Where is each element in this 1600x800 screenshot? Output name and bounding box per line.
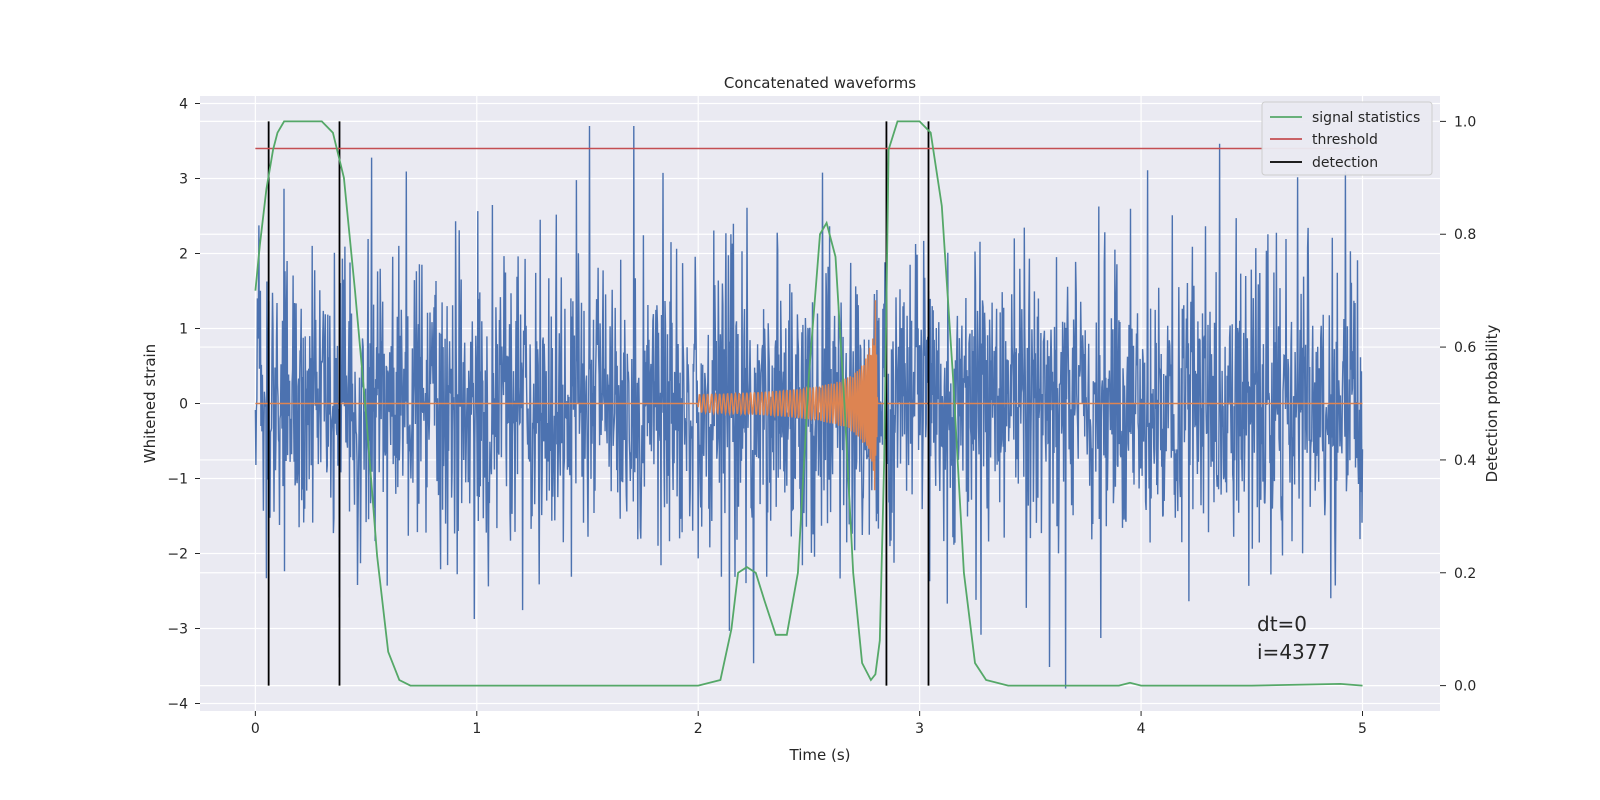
detections [267, 121, 930, 686]
x-tick-label: 4 [1137, 721, 1146, 737]
y-tick-label: 0 [179, 397, 188, 413]
plot-area [254, 120, 1364, 689]
x-tick-label: 3 [915, 721, 924, 737]
legend-label-threshold: threshold [1312, 132, 1378, 148]
y2-tick-label: 0.2 [1454, 566, 1476, 582]
y-tick-label: 4 [179, 97, 188, 113]
annotation-index: i=4377 [1257, 640, 1330, 664]
y2-tick-label: 0.0 [1454, 679, 1476, 695]
legend-label-signal-statistics: signal statistics [1312, 110, 1420, 126]
y-tick-label: −3 [167, 622, 188, 638]
chart-title: Concatenated waveforms [724, 74, 916, 92]
annotation-dt: dt=0 [1257, 612, 1307, 636]
y2-tick-label: 1.0 [1454, 114, 1476, 130]
x-tick-label: 5 [1358, 721, 1367, 737]
legend-label-detection: detection [1312, 155, 1378, 171]
x-tick-label: 1 [472, 721, 481, 737]
y-tick-label: −1 [167, 472, 188, 488]
x-tick-label: 0 [251, 721, 260, 737]
signal-statistics-series [254, 120, 1363, 687]
x-axis-label: Time (s) [789, 746, 851, 764]
strain-noise-series [254, 125, 1364, 689]
x-tick-label: 2 [694, 721, 703, 737]
legend: signal statistics threshold detection [1261, 101, 1433, 176]
y2-tick-label: 0.6 [1454, 340, 1476, 356]
y2-axis-label: Detection probability [1483, 325, 1501, 483]
y-axis-label: Whitened strain [141, 344, 159, 463]
y-tick-label: 1 [179, 322, 188, 338]
legend-box [1261, 101, 1433, 176]
y-tick-label: −2 [167, 547, 188, 563]
y-tick-label: 2 [179, 247, 188, 263]
y2-tick-label: 0.8 [1454, 227, 1476, 243]
y-tick-label: 3 [179, 172, 188, 188]
y-tick-label: −4 [167, 697, 188, 713]
y2-tick-label: 0.4 [1454, 453, 1476, 469]
ticks: 0 1 2 3 4 5 −4 −3 −2 −1 0 1 2 3 4 0.0 0.2 0.4 0.6 0.8 1.0 [167, 97, 1476, 738]
injected-signal-series [255, 300, 1363, 491]
